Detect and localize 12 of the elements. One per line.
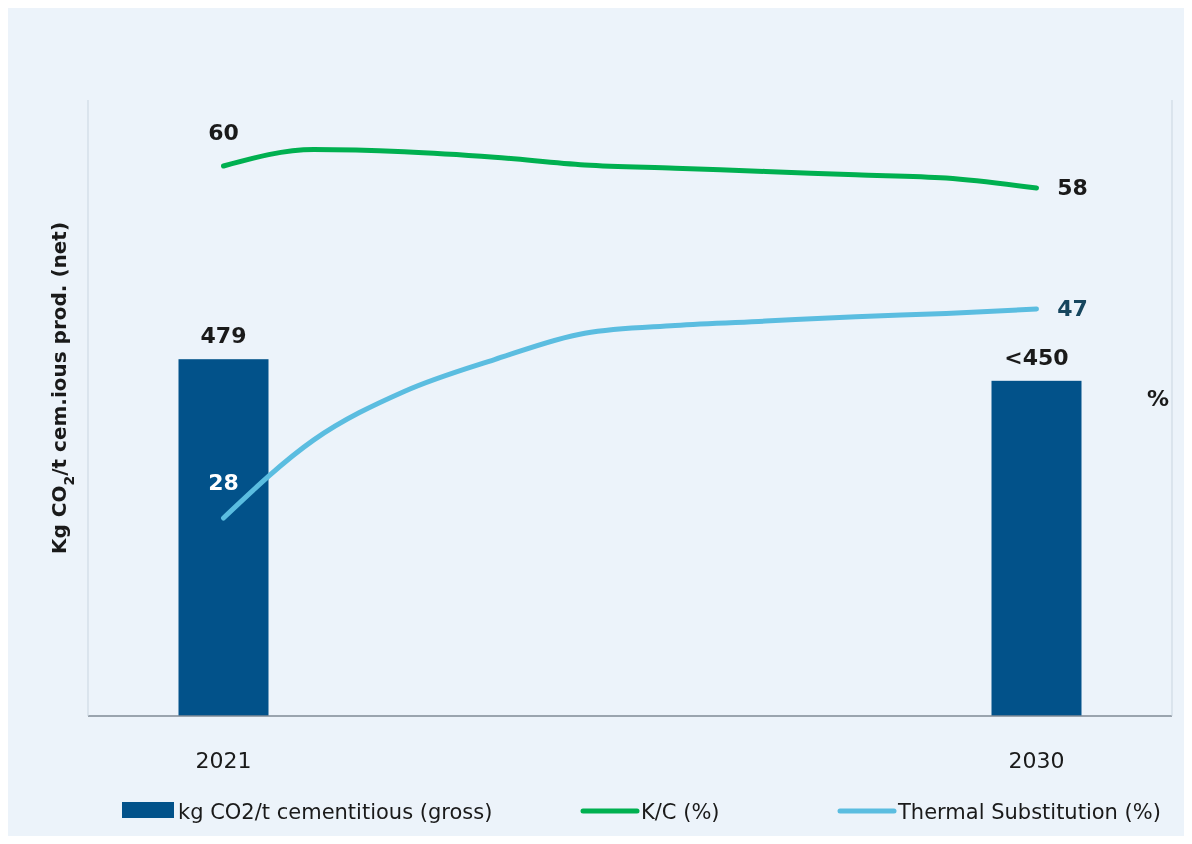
data-label: 47 — [1057, 296, 1088, 321]
data-label: 60 — [208, 120, 239, 145]
legend-label: kg CO2/t cementitious (gross) — [178, 800, 493, 824]
data-label: 28 — [208, 470, 239, 495]
data-label: 479 — [200, 323, 247, 349]
y2-axis-title: % — [1146, 386, 1170, 411]
x-tick-label: 2021 — [195, 748, 252, 773]
x-tick-label: 2030 — [1008, 748, 1065, 773]
legend-label: K/C (%) — [641, 800, 720, 824]
data-label: <450 — [1004, 344, 1069, 370]
data-label: 58 — [1057, 175, 1088, 200]
legend-label: Thermal Substitution (%) — [897, 800, 1161, 824]
